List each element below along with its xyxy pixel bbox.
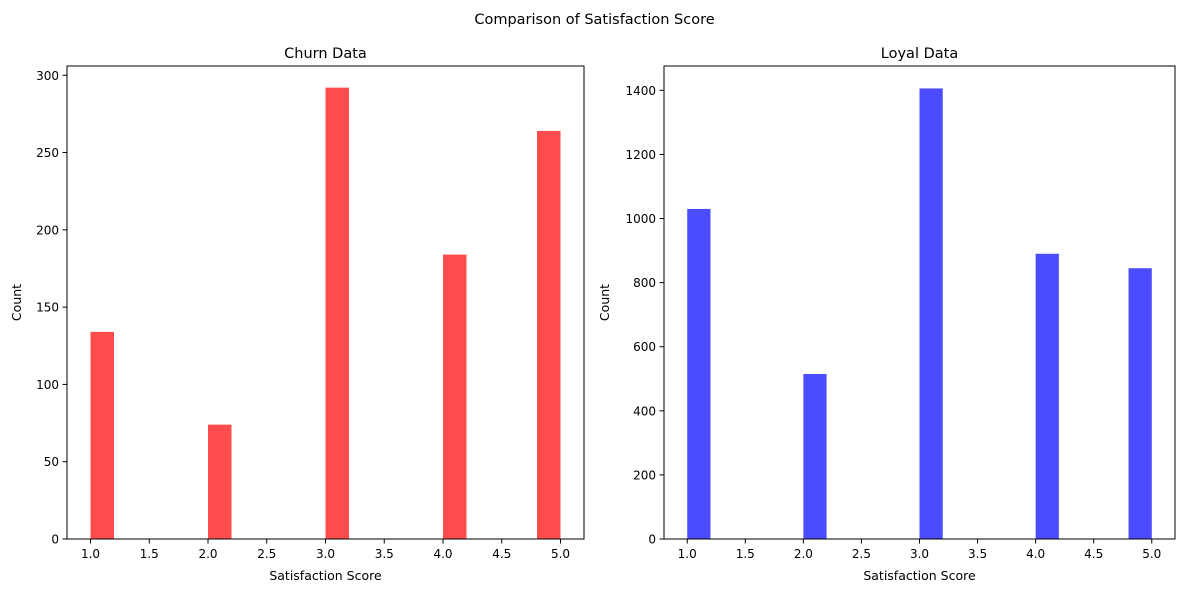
churn-subplot: 1.0 1.5 2.0 2.5 3.0 3.5 4.0 4.5 5.0 0 50 100 150 200 2… — [9, 46, 585, 583]
churn-y-tick-label: 250 — [36, 146, 59, 160]
loyal-bar — [687, 208, 711, 539]
loyal-x-tick-label: 1.0 — [678, 547, 697, 561]
loyal-y-tick-label: 800 — [633, 276, 656, 290]
churn-y-tick-label: 50 — [44, 455, 59, 469]
churn-y-tick-label: 150 — [36, 301, 59, 315]
loyal-y-tick-label: 1000 — [625, 212, 656, 226]
churn-x-tick-label: 1.0 — [81, 547, 100, 561]
churn-y-tick-label: 300 — [36, 69, 59, 83]
loyal-subplot-title: Loyal Data — [881, 46, 958, 62]
loyal-y-tick-label: 0 — [648, 533, 656, 547]
churn-bar — [90, 331, 114, 539]
churn-x-tick-label: 2.0 — [198, 547, 217, 561]
loyal-bar — [1128, 268, 1152, 539]
loyal-bar — [803, 373, 827, 539]
churn-x-tick-label: 4.5 — [492, 547, 511, 561]
loyal-subplot: 1.0 1.5 2.0 2.5 3.0 3.5 4.0 4.5 5.0 0 200 400 600 800… — [597, 46, 1176, 583]
loyal-bar — [919, 88, 943, 539]
loyal-y-tick-label: 1400 — [625, 84, 656, 98]
churn-y-axis-label: Count — [9, 284, 24, 321]
loyal-y-axis-label: Count — [597, 284, 612, 321]
loyal-x-tick-label: 2.0 — [794, 547, 813, 561]
loyal-x-axis-label: Satisfaction Score — [863, 568, 976, 583]
churn-x-tick-label: 4.0 — [433, 547, 452, 561]
loyal-y-tick-label: 400 — [633, 404, 656, 418]
loyal-y-tick-label: 200 — [633, 468, 656, 482]
churn-y-tick-label: 0 — [51, 533, 59, 547]
loyal-x-tick-label: 3.5 — [968, 547, 987, 561]
churn-bar — [208, 424, 232, 539]
loyal-x-tick-label: 1.5 — [736, 547, 755, 561]
churn-y-tick-label: 200 — [36, 223, 59, 237]
loyal-x-tick-label: 4.5 — [1084, 547, 1103, 561]
churn-x-tick-label: 2.5 — [257, 547, 276, 561]
churn-bar — [443, 254, 467, 539]
loyal-x-tick-label: 4.0 — [1026, 547, 1045, 561]
loyal-x-tick-label: 2.5 — [852, 547, 871, 561]
loyal-x-tick-label: 5.0 — [1142, 547, 1161, 561]
churn-x-tick-label: 3.5 — [375, 547, 394, 561]
loyal-y-tick-label: 1200 — [625, 148, 656, 162]
churn-bar — [325, 87, 349, 539]
churn-x-tick-label: 5.0 — [551, 547, 570, 561]
churn-x-tick-label: 1.5 — [140, 547, 159, 561]
loyal-bar — [1035, 253, 1059, 539]
churn-subplot-title: Churn Data — [284, 46, 367, 62]
churn-x-tick-label: 3.0 — [316, 547, 335, 561]
churn-bar — [537, 130, 561, 539]
loyal-y-tick-label: 600 — [633, 340, 656, 354]
figure-suptitle: Comparison of Satisfaction Score — [474, 12, 714, 28]
churn-y-tick-label: 100 — [36, 378, 59, 392]
loyal-x-tick-label: 3.0 — [910, 547, 929, 561]
churn-x-axis-label: Satisfaction Score — [269, 568, 382, 583]
